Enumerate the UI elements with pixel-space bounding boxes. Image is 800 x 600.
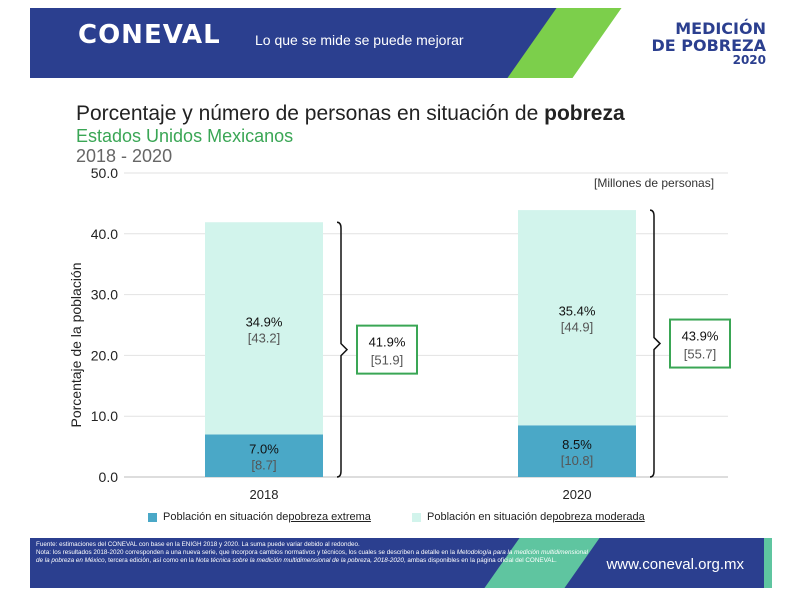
data-label-num: [44.9] (561, 320, 594, 335)
footer-note-a: Nota: los resultados 2018-2020 correspon… (36, 549, 455, 556)
legend-label-extrema-prefix: Población en situación de (163, 511, 289, 523)
badge-line2: DE POBREZA (651, 36, 766, 55)
coneval-logo: CONEVAL (78, 20, 221, 50)
data-label-pct: 7.0% (249, 442, 279, 457)
legend-label-moderada-prefix: Población en situación de (427, 511, 553, 523)
chart-title-main: Porcentaje y número de personas en situa… (76, 102, 545, 125)
data-label-num: [43.2] (248, 330, 281, 345)
bar-moderada-2020 (518, 210, 636, 426)
footer-note-c: , tercera edición, así como en la (104, 557, 194, 564)
chart-period: 2018 - 2020 (76, 146, 173, 166)
medicion-pobreza-badge: MEDICIÓN DE POBREZA 2020 (651, 20, 766, 67)
total-label-num: [55.7] (684, 347, 717, 362)
y-tick-label: 10.0 (91, 408, 118, 424)
bar-extrema-2020 (518, 425, 636, 477)
total-label-pct: 41.9% (369, 335, 406, 350)
total-box (356, 324, 418, 375)
y-axis-label: Porcentaje de la población (68, 262, 84, 427)
footer-note-e: , ambas disponibles en la página oficial… (403, 557, 557, 564)
legend-item-extrema: Población en situación de pobreza extrem… (148, 511, 371, 523)
total-bracket (336, 221, 349, 478)
chart-title-bold: pobreza (544, 102, 625, 125)
chart-title: Porcentaje y número de personas en situa… (76, 102, 625, 126)
badge-line1: MEDICIÓN (675, 19, 766, 38)
total-label-pct: 43.9% (682, 329, 719, 344)
x-tick-label: 2020 (563, 487, 592, 502)
legend-item-moderada: Población en situación de pobreza modera… (412, 511, 645, 523)
legend-label-extrema-emph: pobreza extrema (288, 511, 371, 523)
total-label-num: [51.9] (371, 353, 404, 368)
data-label-num: [8.7] (251, 458, 276, 473)
y-tick-label: 50.0 (91, 165, 118, 181)
data-label-pct: 8.5% (562, 437, 592, 452)
y-tick-label: 40.0 (91, 226, 118, 242)
footer-edge-strip (764, 538, 772, 588)
total-bracket (649, 209, 662, 478)
data-label-pct: 35.4% (559, 304, 596, 319)
header-slogan: Lo que se mide se puede mejorar (255, 32, 464, 48)
footer-note: Nota: los resultados 2018-2020 correspon… (36, 549, 596, 565)
footer-source: Fuente: estimaciones del CONEVAL con bas… (36, 541, 360, 548)
footer-notes: Fuente: estimaciones del CONEVAL con bas… (36, 541, 596, 565)
units-note: [Millones de personas] (594, 176, 715, 190)
y-tick-label: 0.0 (99, 469, 119, 485)
bar-moderada-2018 (205, 222, 323, 435)
y-tick-label: 30.0 (91, 287, 118, 303)
data-label-num: [10.8] (561, 453, 594, 468)
x-tick-label: 2018 (250, 487, 279, 502)
header-banner: CONEVAL Lo que se mide se puede mejorar … (30, 8, 772, 78)
legend-label-moderada-emph: pobreza moderada (552, 511, 645, 523)
legend-swatch-moderada (412, 512, 421, 522)
badge-year: 2020 (732, 53, 766, 67)
coneval-url-link[interactable]: www.coneval.org.mx (606, 556, 744, 573)
legend-swatch-extrema (148, 512, 157, 522)
footer-note-d: Nota técnica sobre la medición multidime… (195, 557, 404, 564)
total-box (669, 318, 731, 369)
bar-extrema-2018 (205, 434, 323, 477)
data-label-pct: 34.9% (246, 314, 283, 329)
y-tick-label: 20.0 (91, 347, 118, 363)
chart-subtitle: Estados Unidos Mexicanos (76, 126, 294, 146)
header-white-area (642, 8, 772, 78)
footer-banner: Fuente: estimaciones del CONEVAL con bas… (30, 538, 772, 588)
footer-note-b: Metodología para la medición multidimens… (36, 549, 589, 564)
